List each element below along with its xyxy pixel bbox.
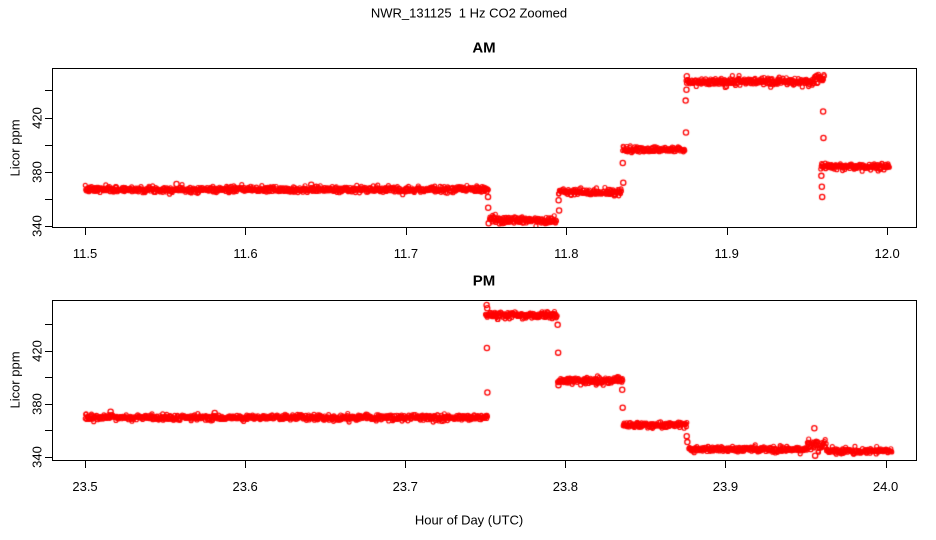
x-tick [885,461,887,468]
y-tick [45,226,52,228]
x-tick [887,228,889,235]
x-tick [725,461,727,468]
x-tick [566,228,568,235]
x-tick-label: 24.0 [872,479,899,494]
y-tick [45,90,52,92]
y-tick [45,324,52,326]
panel-pm-title: PM [472,272,496,290]
panel-am-title: AM [472,39,496,57]
plot-area-am [52,68,917,228]
y-tick [45,456,52,458]
y-tick [45,377,52,379]
x-tick-label: 23.6 [232,479,258,494]
y-tick [45,117,52,119]
x-tick-label: 11.6 [233,246,258,261]
x-axis-label: Hour of Day (UTC) [414,512,524,528]
y-tick-label: 340 [29,215,45,237]
y-tick-label: 420 [29,106,45,129]
x-tick [245,228,247,235]
y-tick-label: 380 [29,160,45,183]
y-tick-label: 380 [29,392,45,415]
x-tick-label: 11.7 [393,246,419,261]
y-axis-label-pm: Licor ppm [7,351,23,409]
chart-title: NWR_131125 1 Hz CO2 Zoomed [370,5,568,21]
x-tick-label: 23.7 [392,479,418,494]
y-tick [45,144,52,146]
x-tick [85,461,87,468]
x-tick [726,228,728,235]
scatter-canvas-am [53,69,916,227]
x-tick-label: 12.0 [874,246,900,261]
x-tick-label: 11.5 [72,246,98,261]
x-tick [565,461,567,468]
x-tick [405,228,407,235]
plot-area-pm [52,300,917,461]
x-tick [85,228,87,235]
x-tick-label: 23.8 [552,479,578,494]
y-tick [45,430,52,432]
x-tick-label: 11.8 [554,246,579,261]
x-tick-label: 23.9 [712,479,739,494]
x-tick [245,461,247,468]
y-tick [45,403,52,405]
y-tick [45,198,52,200]
y-tick [45,171,52,173]
x-tick-label: 23.5 [72,479,98,494]
scatter-canvas-pm [53,301,916,460]
x-tick [405,461,407,468]
y-axis-label-am: Licor ppm [7,119,23,177]
y-tick [45,350,52,352]
y-tick-label: 340 [29,445,45,468]
x-tick-label: 11.9 [714,246,739,261]
y-tick-label: 420 [29,339,45,362]
